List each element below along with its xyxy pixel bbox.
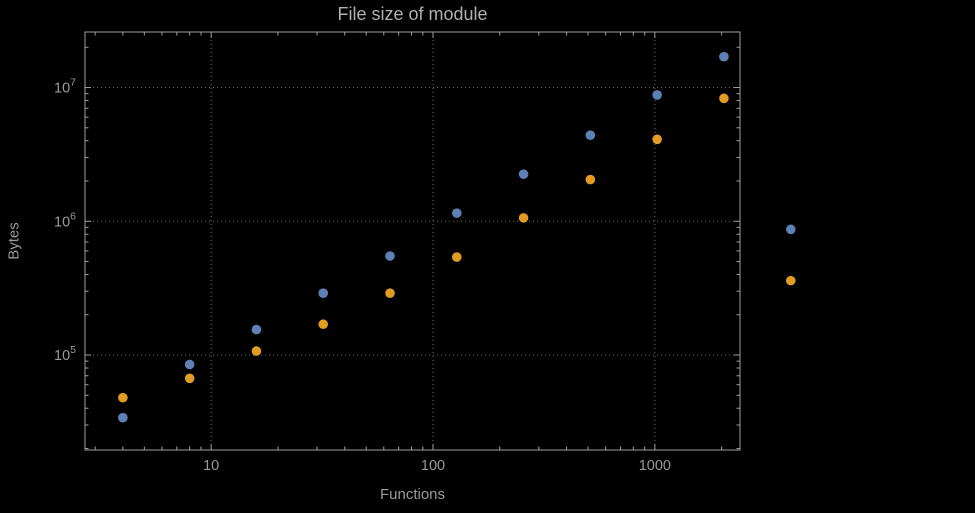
data-point xyxy=(719,51,729,62)
data-point xyxy=(251,346,262,356)
chart-title: File size of module xyxy=(337,4,488,24)
tick-label: 106 xyxy=(54,210,76,230)
plot-frame xyxy=(84,31,741,451)
tick-label: 105 xyxy=(54,344,76,364)
tick-label: 10 xyxy=(203,458,219,474)
data-point xyxy=(785,224,796,235)
data-point xyxy=(318,319,329,330)
data-point xyxy=(585,130,596,141)
data-point xyxy=(184,373,195,384)
data-point xyxy=(385,251,395,261)
data-point xyxy=(451,252,462,262)
data-point xyxy=(518,213,529,223)
data-point xyxy=(652,90,662,100)
data-point xyxy=(585,174,596,185)
data-point xyxy=(652,134,662,145)
tick-label: 1000 xyxy=(639,458,671,474)
tick-label: 100 xyxy=(421,458,445,474)
data-point xyxy=(385,288,395,298)
data-point xyxy=(451,208,462,218)
x-axis-label: Functions xyxy=(379,486,446,503)
data-point xyxy=(518,169,529,179)
data-point xyxy=(251,324,262,335)
data-point xyxy=(118,412,128,423)
data-point xyxy=(785,275,796,286)
data-point xyxy=(118,392,128,403)
data-point xyxy=(184,359,195,370)
data-point xyxy=(318,288,329,298)
tick-label: 107 xyxy=(54,77,76,97)
data-point xyxy=(719,93,729,104)
